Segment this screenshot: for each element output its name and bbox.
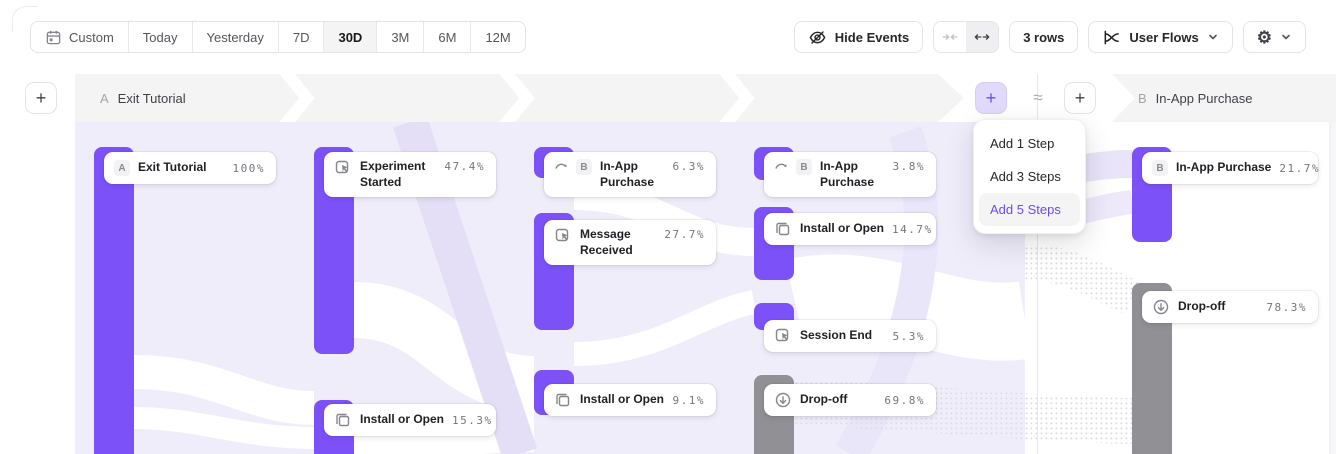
settings-dropdown[interactable]: ⚙: [1242, 21, 1306, 53]
node-percentage: 21.7%: [1279, 162, 1320, 175]
node-percentage: 6.3%: [672, 160, 705, 173]
add-step-before-b-button[interactable]: +: [1064, 82, 1096, 114]
node-percentage: 100%: [232, 162, 265, 175]
calendar-icon: [46, 30, 61, 44]
date-range-7d[interactable]: 7D: [279, 22, 325, 52]
node-percentage: 15.3%: [452, 414, 493, 427]
node-percentage: 69.8%: [884, 394, 925, 407]
node-card-install-or-open-1[interactable]: Install or Open 15.3%: [324, 404, 496, 436]
step-a-banner: [75, 74, 964, 122]
view-selector-label: User Flows: [1129, 29, 1199, 45]
copy-icon: [776, 222, 790, 236]
menu-item-add-5-steps[interactable]: Add 5 Steps: [979, 193, 1080, 226]
approx-symbol: ≈: [1033, 88, 1043, 107]
node-percentage: 27.7%: [664, 228, 705, 241]
section-divider-line: [1037, 74, 1038, 454]
node-card-drop-off-b[interactable]: Drop-off 78.3%: [1142, 291, 1318, 323]
arrows-expand-icon: [974, 34, 990, 40]
chevron-down-icon: [1282, 34, 1290, 40]
date-range-3m[interactable]: 3M: [377, 22, 425, 52]
node-card-in-app-purchase-b[interactable]: B In-App Purchase 21.7%: [1142, 152, 1318, 184]
date-range-30d-selected[interactable]: 30D: [324, 22, 378, 52]
step-letter-badge: B: [1152, 160, 1168, 176]
expand-columns-button[interactable]: [966, 22, 999, 52]
date-range-yesterday[interactable]: Yesterday: [193, 22, 279, 52]
add-step-start-button[interactable]: +: [25, 82, 57, 114]
step-letter-badge: B: [796, 159, 812, 175]
hide-events-label: Hide Events: [834, 29, 910, 45]
view-selector-dropdown[interactable]: User Flows: [1088, 21, 1233, 53]
step-b-banner: [1112, 74, 1336, 122]
flow-bar-exit-tutorial[interactable]: [94, 147, 134, 454]
eye-off-icon: [809, 30, 826, 44]
drop-off-icon: [775, 392, 791, 408]
plus-icon: +: [1074, 87, 1086, 108]
date-range-label: Custom: [69, 29, 114, 45]
tap-event-icon: [555, 228, 569, 242]
user-flows-icon: [1104, 30, 1120, 44]
chevron-down-icon: [1208, 34, 1217, 40]
hide-events-button[interactable]: Hide Events: [793, 21, 924, 53]
rows-label: 3 rows: [1023, 29, 1065, 45]
step-letter-badge: A: [114, 160, 130, 176]
date-range-toolbar: Custom Today Yesterday 7D 30D 3M 6M 12M: [30, 21, 526, 53]
node-card-in-app-purchase-1[interactable]: B In-App Purchase 6.3%: [544, 152, 716, 198]
node-percentage: 5.3%: [892, 330, 925, 343]
tap-event-icon: [335, 160, 349, 174]
drop-off-icon: [1153, 299, 1169, 315]
node-card-message-received[interactable]: Message Received 27.7%: [544, 220, 716, 266]
node-card-experiment-started[interactable]: Experiment Started 47.4%: [324, 152, 496, 198]
column-width-toggle: [933, 21, 1000, 53]
panel-corner: [12, 6, 38, 32]
node-card-exit-tutorial[interactable]: A Exit Tutorial 100%: [104, 152, 276, 184]
rows-button[interactable]: 3 rows: [1009, 21, 1079, 53]
copy-icon: [556, 393, 570, 407]
node-percentage: 9.1%: [672, 394, 705, 407]
tap-event-icon: [775, 328, 789, 342]
node-percentage: 14.7%: [892, 223, 933, 236]
menu-item-add-1-step[interactable]: Add 1 Step: [990, 136, 1055, 151]
redo-arrow-icon: [555, 163, 567, 169]
menu-item-add-3-steps[interactable]: Add 3 Steps: [990, 169, 1061, 184]
plus-icon: +: [35, 87, 47, 108]
redo-arrow-icon: [775, 163, 787, 169]
node-card-drop-off-1[interactable]: Drop-off 69.8%: [764, 384, 936, 416]
node-card-session-end[interactable]: Session End 5.3%: [764, 320, 936, 352]
node-percentage: 47.4%: [444, 160, 485, 173]
add-step-end-button-active[interactable]: +: [975, 82, 1007, 114]
node-percentage: 3.8%: [892, 160, 925, 173]
add-steps-menu: Add 1 Step Add 3 Steps Add 5 Steps: [973, 119, 1086, 234]
arrows-collapse-icon: [942, 34, 958, 40]
plus-icon: +: [985, 87, 997, 108]
node-card-install-or-open-2[interactable]: Install or Open 9.1%: [544, 384, 716, 416]
date-range-6m[interactable]: 6M: [424, 22, 472, 52]
collapse-columns-button[interactable]: [934, 22, 966, 52]
node-card-in-app-purchase-2[interactable]: B In-App Purchase 3.8%: [764, 152, 936, 198]
view-toolbar: Hide Events 3 rows User Flows ⚙: [793, 21, 1306, 53]
date-range-today[interactable]: Today: [129, 22, 193, 52]
node-percentage: 78.3%: [1266, 301, 1307, 314]
date-range-12m[interactable]: 12M: [485, 29, 511, 45]
date-range-custom[interactable]: Custom: [31, 22, 129, 52]
node-card-install-or-open-3[interactable]: Install or Open 14.7%: [764, 213, 936, 245]
date-range-segmented-control: Custom Today Yesterday 7D 30D 3M 6M 12M: [30, 21, 526, 53]
step-letter-badge: B: [576, 159, 592, 175]
copy-icon: [336, 413, 350, 427]
gear-icon: ⚙: [1256, 27, 1272, 47]
